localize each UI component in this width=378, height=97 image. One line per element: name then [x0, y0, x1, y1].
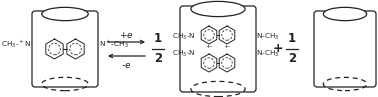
Text: CH$_3$-N: CH$_3$-N: [172, 32, 195, 42]
Text: N-CH$_3$: N-CH$_3$: [256, 32, 279, 42]
Text: 1: 1: [288, 32, 296, 45]
Text: N$^+$-CH$_3$: N$^+$-CH$_3$: [99, 38, 129, 50]
Text: CH$_3$-N: CH$_3$-N: [172, 49, 195, 59]
Text: +$e$: +$e$: [119, 30, 134, 40]
Text: 1: 1: [154, 32, 162, 45]
Ellipse shape: [42, 7, 88, 21]
Text: N-CH$_3$: N-CH$_3$: [256, 49, 279, 59]
Text: +: +: [273, 42, 284, 55]
FancyBboxPatch shape: [180, 6, 256, 92]
Text: 2: 2: [288, 52, 296, 65]
Ellipse shape: [323, 7, 367, 21]
FancyBboxPatch shape: [32, 11, 98, 87]
Ellipse shape: [191, 1, 245, 17]
Text: CH$_3$-$^+$N: CH$_3$-$^+$N: [1, 38, 31, 50]
FancyBboxPatch shape: [314, 11, 376, 87]
Text: 2: 2: [154, 52, 162, 65]
Text: +·: +·: [223, 45, 231, 49]
Text: +·: +·: [205, 45, 212, 49]
Text: -$e$: -$e$: [121, 61, 132, 69]
